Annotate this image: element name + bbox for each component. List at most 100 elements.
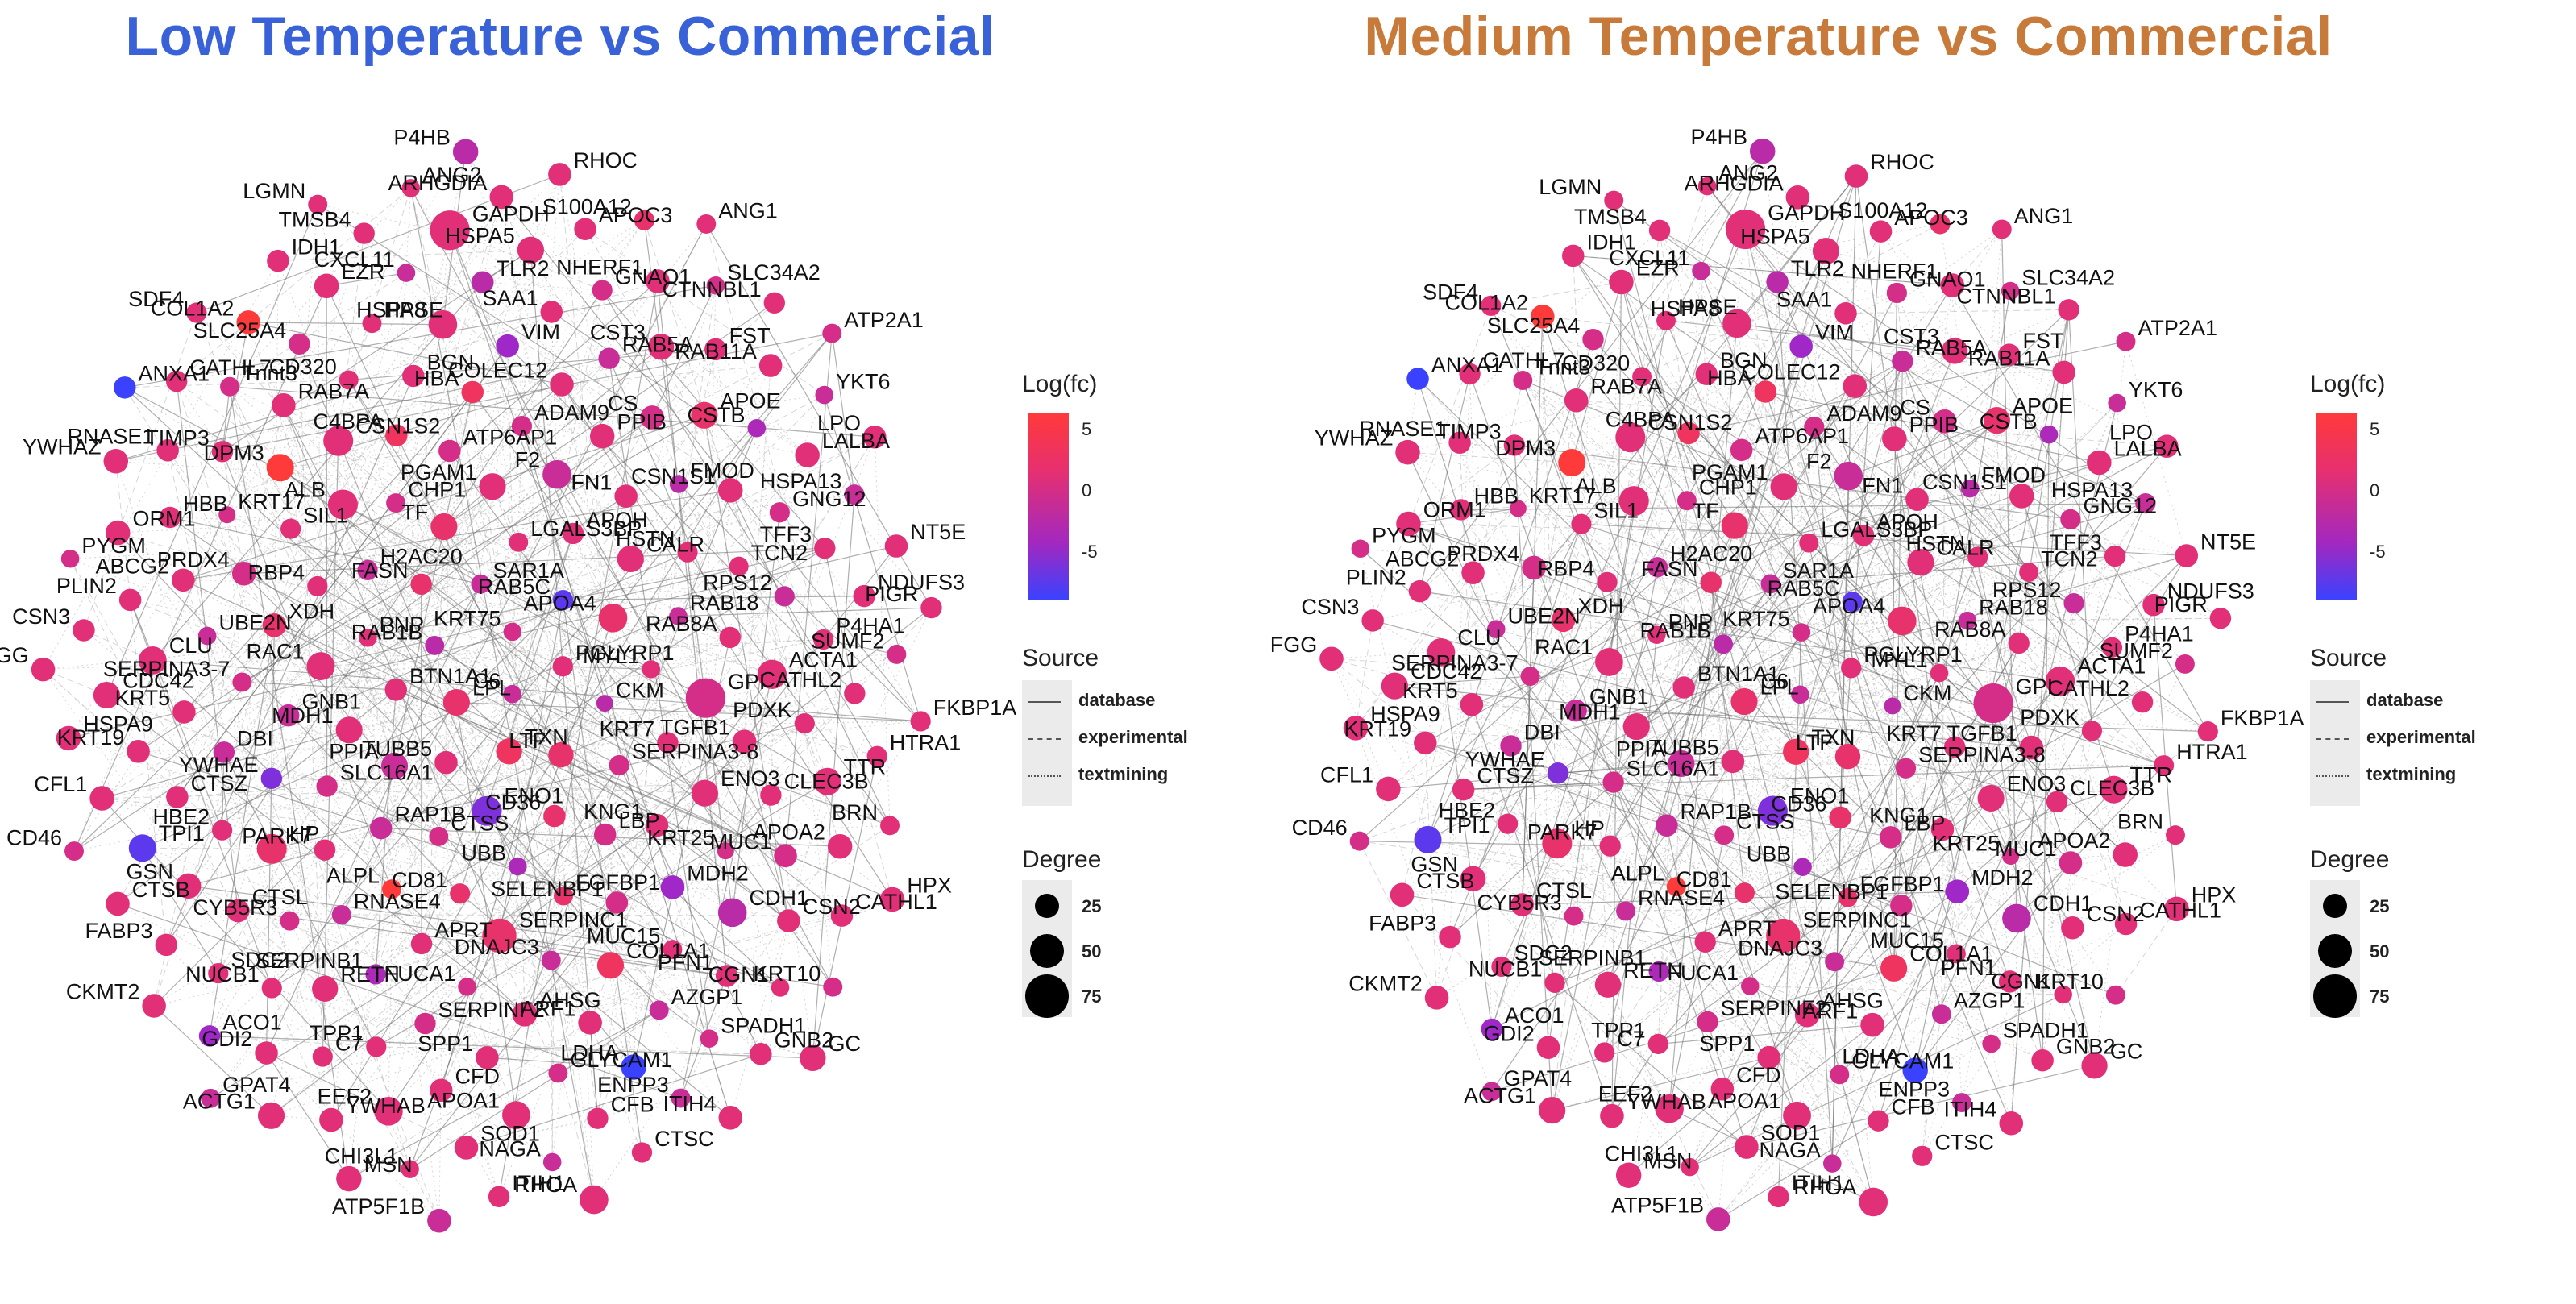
node-label: UBE2N — [218, 611, 291, 635]
network-edge — [501, 197, 921, 722]
node-label: IDH1 — [1587, 230, 1637, 254]
node-label: LDHA — [1842, 1044, 1900, 1068]
network-edge — [589, 1022, 642, 1153]
node-label: ABCG2 — [1386, 546, 1460, 571]
node-label: ENO1 — [1790, 784, 1850, 808]
node-mdh2 — [1945, 879, 1970, 903]
node-htra1 — [2153, 755, 2175, 776]
network-edge — [1666, 176, 1857, 826]
node-label: Tnnt3 — [1535, 355, 1590, 379]
network-edge — [1880, 230, 2010, 355]
network-edge — [102, 781, 828, 799]
node-label: SERPINA3-8 — [632, 740, 759, 764]
network-edge — [280, 467, 855, 694]
node-c7 — [1594, 1042, 1615, 1063]
node-label: KRT19 — [1344, 717, 1411, 741]
node-ahsg — [1794, 1002, 1820, 1028]
node-lgmn — [308, 194, 328, 214]
node-label: PFN1 — [658, 950, 713, 974]
network-edge — [1522, 632, 1802, 905]
node-label: PIGR — [2154, 592, 2208, 617]
network-edge — [349, 729, 786, 857]
network-edge — [572, 533, 733, 913]
node-label: ANG2 — [422, 163, 482, 187]
node-label: SLC34A2 — [727, 260, 821, 284]
network-edge — [823, 638, 897, 655]
node-itih4 — [718, 1105, 743, 1130]
network-edge — [1573, 582, 1712, 916]
network-edge — [446, 762, 786, 857]
node-label: APOA4 — [1813, 594, 1885, 618]
network-edge — [69, 559, 332, 1120]
node-label: LGMN — [1539, 175, 1602, 199]
node-label: CST3 — [1884, 325, 1939, 349]
node-ywhab — [319, 1107, 343, 1132]
network-edge — [1408, 523, 1797, 1116]
node-atp5f1b — [1706, 1207, 1730, 1231]
node-label: APRT — [1718, 916, 1776, 941]
node-ube2n — [197, 626, 217, 646]
node-label: KNG1 — [1869, 804, 1929, 828]
network-edge — [1996, 229, 2003, 421]
node-label: KRT75 — [434, 607, 501, 631]
node-adam9 — [511, 415, 533, 437]
node-label: FABP3 — [1369, 912, 1436, 936]
node-apoa2 — [2113, 842, 2138, 867]
node-rnase4 — [331, 904, 351, 924]
node-rhoc — [1844, 164, 1868, 188]
network-edge — [1530, 400, 1577, 677]
node-ang2 — [1697, 176, 1717, 196]
node-label: GC — [2110, 1039, 2143, 1063]
node-label: BGN — [427, 350, 475, 374]
node-label: RAB5A — [1916, 335, 1988, 359]
node-eno1 — [472, 795, 502, 826]
node-f2 — [1834, 461, 1863, 491]
node-label: FASN — [351, 559, 409, 583]
node-label: CXCL11 — [1609, 246, 1689, 270]
network-edge — [317, 586, 673, 950]
network-edge — [183, 414, 705, 581]
network-edge — [521, 426, 787, 857]
node-label: YWHAZ — [23, 435, 102, 459]
network-edge — [317, 204, 322, 667]
node-orm1 — [105, 520, 131, 546]
node-gpat4 — [1481, 1082, 1502, 1102]
node-arhgdia — [1785, 185, 1810, 210]
network-edge — [318, 204, 775, 304]
network-edge — [512, 631, 891, 826]
network-edge — [551, 311, 558, 475]
node-label: TF — [1693, 499, 1719, 523]
node-aco1 — [1481, 1018, 1503, 1040]
network-edge — [290, 528, 552, 961]
node-nt5e — [2175, 544, 2199, 567]
network-edge — [515, 617, 614, 1115]
network-edge — [1417, 378, 1657, 636]
network-edge — [106, 695, 518, 867]
node-label: RHOA — [1793, 1175, 1856, 1199]
network-edge — [1764, 391, 1992, 1044]
network-edge — [1407, 451, 1573, 463]
node-label: SDF4 — [1423, 280, 1478, 305]
node-label: SIL1 — [303, 503, 348, 527]
network-edge — [396, 435, 422, 584]
node-label: CATHL2 — [2047, 676, 2129, 700]
node-label: NT5E — [2200, 529, 2256, 554]
legend-source-label: textmining — [1078, 764, 1169, 784]
network-edge — [1630, 437, 1864, 536]
network-edge — [480, 583, 773, 675]
network-edge — [1402, 894, 1894, 969]
node-cstb — [747, 418, 767, 438]
node-label: NAGA — [479, 1137, 541, 1161]
network-edge — [1941, 421, 1946, 1015]
network-edge — [348, 380, 673, 950]
node-xdh — [262, 613, 287, 637]
network-edge — [1951, 284, 2208, 732]
legend-color-title: Log(fc) — [2310, 371, 2386, 397]
network-edge — [1407, 373, 1707, 453]
network-edge — [1608, 662, 1779, 1198]
network-edge — [209, 474, 558, 1036]
network-edge — [1893, 768, 1907, 969]
network-edge — [229, 386, 730, 638]
node-eno3 — [691, 779, 719, 807]
node-label: CD81 — [392, 868, 447, 892]
